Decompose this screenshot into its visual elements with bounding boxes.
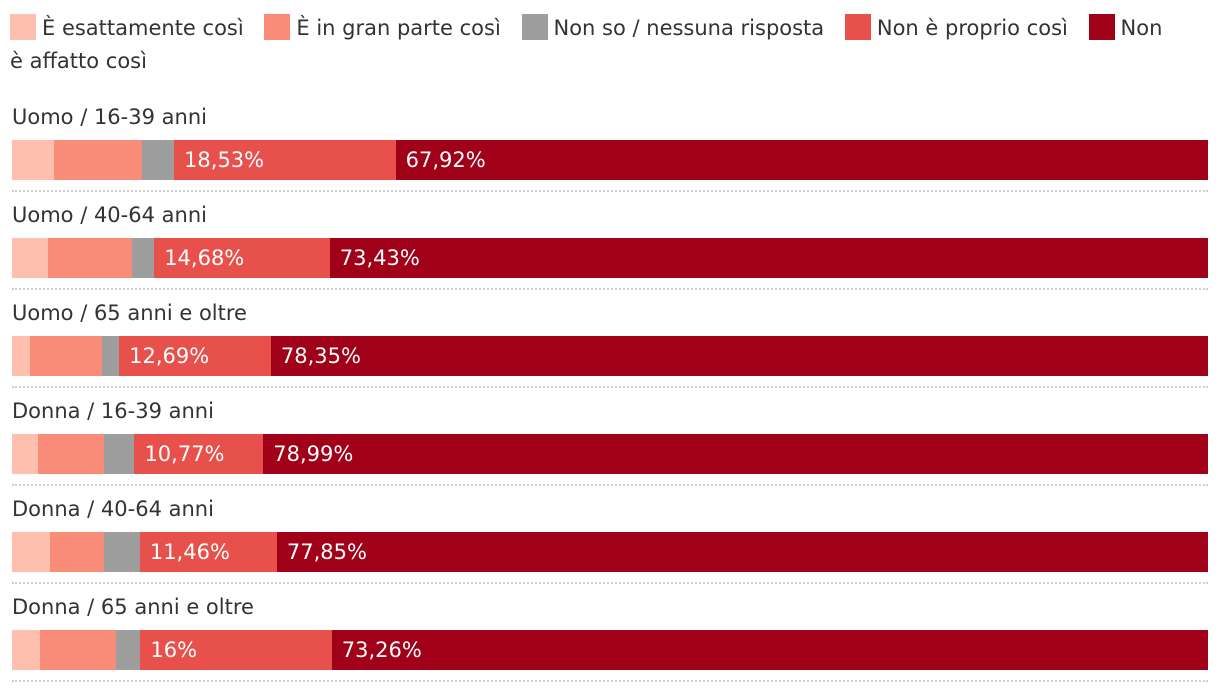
data-label: 14,68% [164,246,245,270]
bar-segment[interactable] [50,532,105,572]
bar-segment[interactable]: 18,53% [174,140,396,180]
bar-segment[interactable] [116,630,141,670]
bar-segment[interactable] [142,140,175,180]
bar-segment[interactable]: 11,46% [139,532,277,572]
legend-swatch [10,14,36,40]
bar-segment[interactable]: 73,43% [329,238,1208,278]
bar-row: Uomo / 16-39 anni 18,53% 67,92% [12,102,1208,200]
row-divider [12,484,1208,486]
stacked-bar: 11,46% 77,85% [12,532,1208,572]
chart-plot-area: Uomo / 16-39 anni 18,53% 67,92% Uomo / 40-6… [12,102,1208,690]
bar-segment[interactable]: 12,69% [119,336,271,376]
category-label: Donna / 40-64 anni [12,497,214,521]
bar-segment[interactable] [12,532,51,572]
bar-segment[interactable]: 73,26% [331,630,1208,670]
bar-segment[interactable] [131,238,155,278]
bar-segment[interactable]: 67,92% [395,140,1208,180]
legend-item[interactable]: È esattamente così [10,14,244,40]
stacked-bar: 16% 73,26% [12,630,1208,670]
bar-segment[interactable] [12,238,48,278]
row-divider [12,190,1208,192]
stacked-bar: 14,68% 73,43% [12,238,1208,278]
legend-swatch [264,14,291,40]
category-label: Uomo / 16-39 anni [12,105,207,129]
bar-segment[interactable]: 16% [140,630,332,670]
data-label: 78,35% [280,344,361,368]
data-label: 18,53% [184,148,265,172]
bar-row: Donna / 65 anni e oltre 16% 73,26% [12,592,1208,690]
data-label: 78,99% [273,442,354,466]
stacked-bar: 10,77% 78,99% [12,434,1208,474]
row-divider [12,582,1208,584]
bar-segment[interactable]: 78,99% [263,434,1208,474]
bar-row: Uomo / 40-64 anni 14,68% 73,43% [12,200,1208,298]
data-label: 10,77% [144,442,225,466]
bar-segment[interactable] [104,532,140,572]
data-label: 77,85% [286,540,367,564]
category-label: Uomo / 65 anni e oltre [12,301,247,325]
bar-row: Uomo / 65 anni e oltre 12,69% 78,35% [12,298,1208,396]
bar-row: Donna / 16-39 anni 10,77% 78,99% [12,396,1208,494]
bar-segment[interactable] [104,434,135,474]
bar-segment[interactable]: 78,35% [270,336,1208,376]
bar-segment[interactable] [29,336,102,376]
bar-segment[interactable] [12,630,40,670]
row-divider [12,680,1208,682]
bar-segment[interactable]: 77,85% [276,532,1208,572]
category-label: Donna / 16-39 anni [12,399,214,423]
bar-segment[interactable] [12,336,30,376]
bar-segment[interactable] [12,434,39,474]
bar-segment[interactable] [53,140,143,180]
data-label: 73,43% [339,246,420,270]
legend-item[interactable]: Non è affatto così [10,14,1163,73]
bar-segment[interactable]: 10,77% [134,434,264,474]
legend-item[interactable]: Non so / nessuna risposta [521,14,825,40]
bar-segment[interactable] [38,434,105,474]
bar-segment[interactable] [39,630,117,670]
legend-item[interactable]: Non è proprio così [844,14,1068,40]
bar-segment[interactable] [12,140,54,180]
legend-swatch [844,14,871,40]
bar-segment[interactable]: 14,68% [154,238,330,278]
bar-segment[interactable] [101,336,120,376]
bar-segment[interactable] [47,238,132,278]
stacked-bar: 12,69% 78,35% [12,336,1208,376]
legend-swatch [521,14,548,40]
legend-label: È esattamente così [42,16,244,40]
row-divider [12,288,1208,290]
category-label: Donna / 65 anni e oltre [12,595,254,619]
data-label: 73,26% [341,638,422,662]
legend-label: È in gran parte così [296,16,501,40]
category-label: Uomo / 40-64 anni [12,203,207,227]
legend-item[interactable]: È in gran parte così [264,14,501,40]
legend-swatch [1088,14,1115,40]
data-label: 16% [150,638,198,662]
legend-label: Non è affatto così [10,16,1163,73]
data-label: 67,92% [405,148,486,172]
legend-label: Non so / nessuna risposta [553,16,825,40]
row-divider [12,386,1208,388]
stacked-bar: 18,53% 67,92% [12,140,1208,180]
bar-row: Donna / 40-64 anni 11,46% 77,85% [12,494,1208,592]
data-label: 11,46% [149,540,230,564]
data-label: 12,69% [129,344,210,368]
chart-legend: È esattamente così È in gran parte così … [10,12,1180,78]
legend-label: Non è proprio così [876,16,1068,40]
